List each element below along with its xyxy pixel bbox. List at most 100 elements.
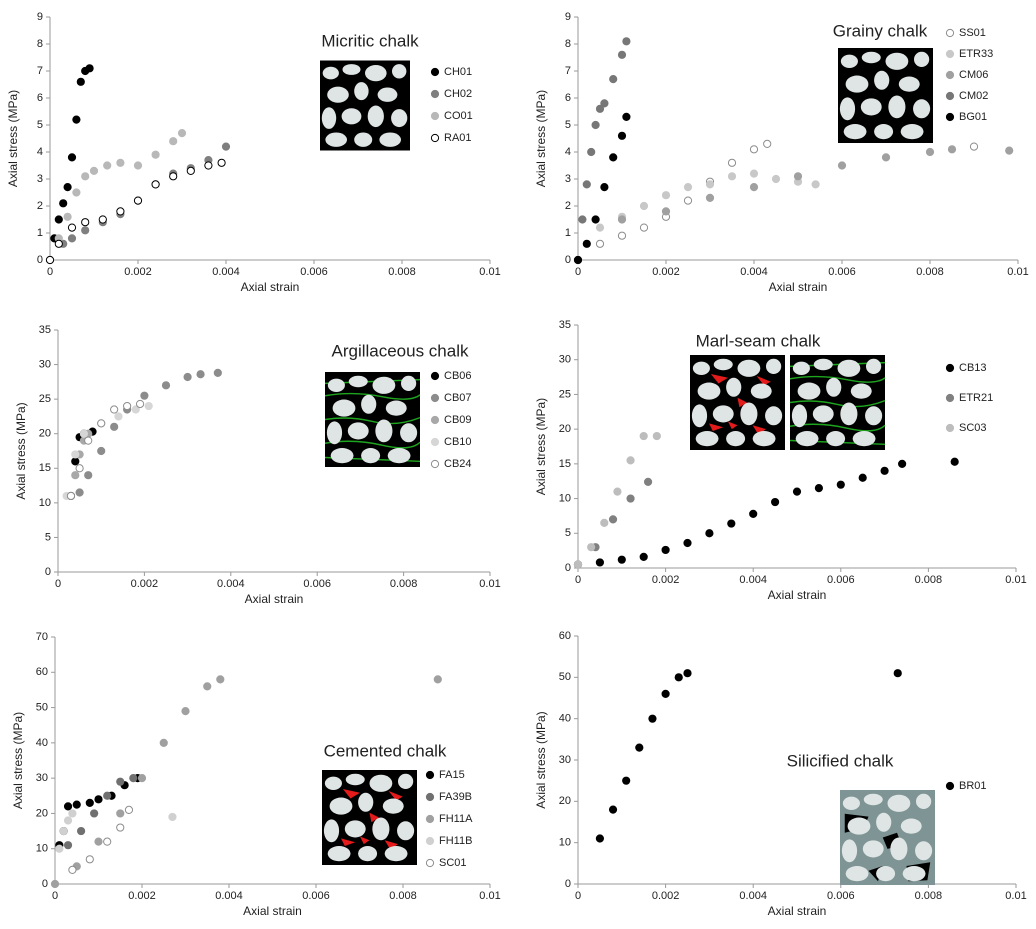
data-point: [925, 147, 935, 157]
x-axis-label: Axial strain: [243, 904, 302, 918]
x-tick-label: 0.006: [302, 890, 330, 902]
legend-label: BG01: [959, 111, 987, 123]
data-point: [50, 879, 60, 889]
legend-marker: [430, 371, 440, 381]
texture-inset: [320, 61, 410, 151]
data-point: [75, 464, 84, 473]
data-point: [71, 450, 80, 459]
data-point: [749, 183, 759, 192]
legend-label: SC01: [439, 857, 467, 869]
data-point: [617, 131, 627, 140]
data-point: [591, 215, 600, 224]
y-tick-label: 7: [565, 65, 571, 77]
data-point: [617, 231, 627, 240]
data-point: [135, 399, 145, 409]
data-point: [161, 381, 171, 390]
data-point: [168, 812, 177, 822]
legend-marker: [945, 393, 955, 403]
panel: 0 1 2 3 4 5 6 7 8 9 0 0.002 0.004 0.006 0.008 0.01 Axial…: [6, 11, 501, 294]
x-tick-label: 0: [52, 890, 58, 902]
x-tick-label: 0.008: [916, 266, 944, 278]
legend-marker: [945, 112, 955, 122]
data-point: [84, 471, 93, 480]
data-point: [103, 791, 112, 800]
y-tick-label: 70: [36, 631, 48, 643]
data-point: [110, 405, 119, 414]
legend-label: BR01: [959, 780, 987, 792]
legend-marker: [425, 858, 435, 868]
y-tick-label: 4: [37, 146, 43, 158]
y-tick-label: 25: [559, 388, 571, 400]
y-axis-label: Axial stress (MPa): [534, 90, 548, 187]
legend-marker: [425, 836, 435, 846]
data-point: [836, 480, 845, 489]
legend-marker: [945, 28, 955, 38]
y-tick-label: 20: [39, 428, 51, 440]
data-point: [969, 142, 979, 151]
legend-marker: [430, 459, 440, 469]
data-point: [151, 150, 160, 159]
x-tick-label: 0.01: [479, 578, 500, 590]
data-point: [661, 545, 670, 555]
x-tick-label: 0: [47, 266, 53, 278]
data-point: [63, 183, 72, 192]
y-tick-label: 7: [37, 65, 43, 77]
legend-marker: [430, 89, 440, 99]
data-point: [116, 207, 125, 216]
x-tick-label: 0.01: [1005, 574, 1026, 586]
data-point: [81, 218, 90, 227]
data-point: [221, 142, 231, 151]
data-point: [617, 50, 627, 59]
data-point: [79, 429, 89, 438]
legend-marker: [425, 814, 435, 824]
data-point: [881, 153, 891, 162]
data-point: [66, 491, 76, 501]
data-point: [131, 405, 140, 414]
x-tick-label: 0.002: [124, 266, 152, 278]
data-point: [76, 77, 85, 86]
data-point: [727, 519, 736, 528]
data-point: [893, 669, 902, 678]
legend-label: CM06: [959, 69, 988, 81]
y-tick-label: 20: [559, 795, 571, 807]
data-point: [63, 212, 72, 221]
y-tick-label: 40: [36, 737, 48, 749]
x-axis-label: Axial strain: [241, 280, 300, 294]
data-point: [683, 669, 692, 678]
panel: 0 5 10 15 20 25 30 35 0 0.002 0.004 0.006 0.008 0.01 A…: [534, 319, 1027, 602]
legend-marker: [945, 91, 955, 101]
chart-title: Marl-seam chalk: [696, 331, 821, 350]
data-point: [617, 555, 626, 564]
data-point: [639, 431, 648, 441]
data-point: [613, 487, 622, 496]
chart-title: Grainy chalk: [833, 21, 928, 40]
data-point: [63, 841, 73, 850]
y-tick-label: 15: [39, 462, 51, 474]
x-tick-label: 0.01: [479, 266, 500, 278]
legend-marker: [945, 363, 955, 373]
y-tick-label: 30: [559, 754, 571, 766]
texture-inset: [322, 770, 417, 865]
data-point: [705, 193, 715, 202]
data-point: [898, 459, 907, 468]
x-tick-label: 0.006: [827, 574, 855, 586]
data-point: [573, 560, 583, 569]
y-tick-label: 35: [39, 324, 51, 336]
data-point: [67, 223, 77, 232]
data-point: [749, 145, 759, 154]
data-point: [116, 158, 125, 167]
data-point: [71, 471, 80, 480]
data-point: [705, 529, 714, 538]
data-point: [947, 145, 957, 154]
data-point: [1005, 146, 1014, 155]
legend-label: FH11A: [439, 813, 473, 825]
data-point: [608, 805, 618, 814]
data-point: [626, 456, 635, 465]
legend-marker: [430, 415, 440, 425]
legend-marker: [430, 111, 440, 121]
data-point: [114, 412, 123, 421]
data-point: [582, 180, 591, 189]
y-tick-label: 40: [559, 713, 571, 725]
data-point: [129, 774, 138, 783]
chart-title: Silicified chalk: [787, 751, 894, 770]
